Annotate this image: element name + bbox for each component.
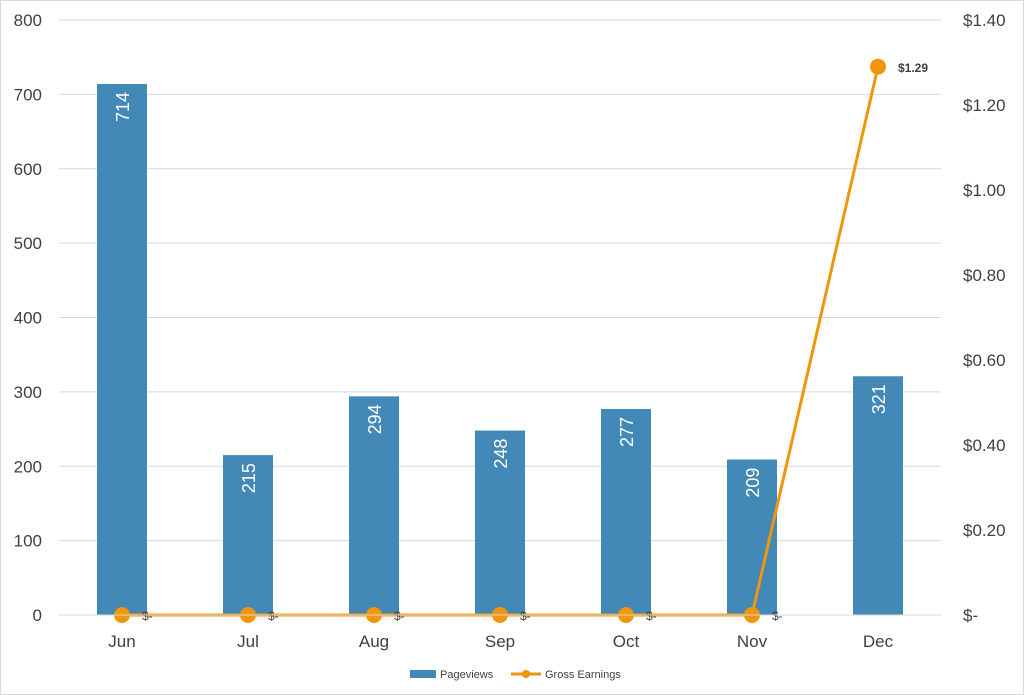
bar-data-label: 714	[113, 92, 133, 122]
bars: 714 215 294 248 277 209 321	[97, 83, 903, 615]
right-axis-tick: $1.40	[963, 11, 1006, 30]
bar-sep	[475, 430, 525, 615]
bar-oct	[601, 408, 651, 615]
right-axis-tick: $0.40	[963, 436, 1006, 455]
left-axis-tick: 100	[14, 532, 42, 551]
bar-jul	[223, 455, 273, 615]
bar-data-label: 321	[869, 384, 889, 414]
axes: 0 100 200 300 400 500 600 700 800 $- $0.20 $0.40 $0.…	[14, 11, 1006, 651]
earnings-data-label: $-	[142, 609, 153, 623]
earnings-data-label: $-	[520, 609, 531, 623]
earnings-point	[870, 58, 886, 75]
legend-label-earnings: Gross Earnings	[545, 669, 621, 681]
left-axis-tick: 500	[14, 234, 42, 253]
bar-jun	[97, 83, 147, 615]
left-axis-tick: 700	[14, 85, 42, 104]
legend-swatch-earnings-marker	[522, 670, 530, 678]
legend-swatch-pageviews	[410, 670, 436, 678]
bar-data-label: 215	[239, 463, 259, 493]
x-axis-tick: Jun	[108, 632, 135, 651]
earnings-data-label: $-	[268, 609, 279, 623]
left-axis-tick: 800	[14, 11, 42, 30]
right-axis-tick: $0.60	[963, 351, 1006, 370]
left-axis-tick: 200	[14, 457, 42, 476]
left-axis-tick: 0	[33, 606, 42, 625]
right-axis-tick: $0.20	[963, 521, 1006, 540]
earnings-data-label: $1.29	[898, 61, 928, 75]
bar-data-label: 209	[743, 468, 763, 498]
right-axis-tick: $1.20	[963, 96, 1006, 115]
x-axis-tick: Oct	[613, 632, 640, 651]
earnings-data-label: $-	[772, 609, 783, 623]
legend-label-pageviews: Pageviews	[440, 669, 494, 681]
right-axis-tick: $0.80	[963, 266, 1006, 285]
bar-dec	[853, 376, 903, 615]
left-axis-tick: 300	[14, 383, 42, 402]
gridlines	[59, 19, 941, 616]
right-axis-tick: $-	[963, 606, 978, 625]
bar-data-label: 248	[491, 439, 511, 469]
right-axis-tick: $1.00	[963, 181, 1006, 200]
x-axis-tick: Jul	[237, 632, 259, 651]
x-axis-tick: Nov	[737, 632, 768, 651]
left-axis-tick: 400	[14, 309, 42, 328]
bar-data-label: 294	[365, 404, 385, 434]
legend: Pageviews Gross Earnings	[410, 669, 621, 681]
earnings-data-label: $-	[646, 609, 657, 623]
x-axis-tick: Aug	[359, 632, 389, 651]
bar-aug	[349, 396, 399, 615]
x-axis-tick: Sep	[485, 632, 515, 651]
left-axis-tick: 600	[14, 160, 42, 179]
earnings-data-label: $-	[394, 609, 405, 623]
x-axis-tick: Dec	[863, 632, 894, 651]
bar-data-label: 277	[617, 417, 637, 447]
